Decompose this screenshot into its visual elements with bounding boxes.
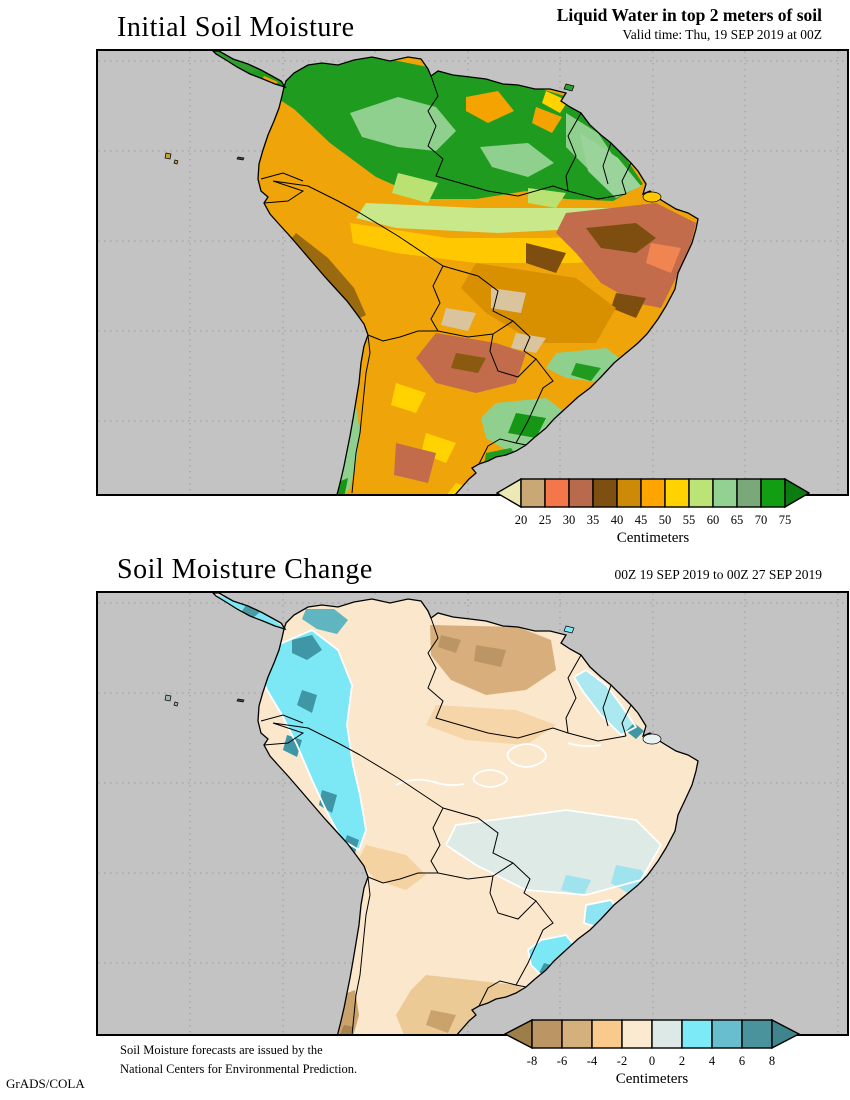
soil-moisture-change-map — [96, 591, 849, 1036]
colorbar-cell — [544, 478, 570, 508]
colorbar-tick-label: 40 — [611, 513, 624, 527]
colorbar-cell — [640, 478, 666, 508]
colorbar-tick-label: -4 — [587, 1054, 598, 1068]
colorbar-right-arrow — [771, 1019, 800, 1050]
colorbar-cell — [592, 478, 618, 508]
footer-note-line2: National Centers for Environmental Predi… — [120, 1062, 358, 1076]
footer-note-line1: Soil Moisture forecasts are issued by th… — [120, 1043, 323, 1057]
colorbar-cell — [651, 1019, 683, 1049]
colorbar-left-arrow — [504, 1019, 533, 1050]
bottom-colorbar: -8 -6 -4 -2 0 2 4 6 8 Centimeters — [504, 1019, 800, 1087]
colorbar-tick-label: 35 — [587, 513, 600, 527]
colorbar-cell — [741, 1019, 773, 1049]
colorbar-cell — [616, 478, 642, 508]
colorbar-tick-label: 45 — [635, 513, 648, 527]
colorbar-tick-label: 60 — [707, 513, 720, 527]
colorbar-left-arrow — [496, 478, 522, 509]
colorbar-tick-label: -6 — [557, 1054, 567, 1068]
colorbar-tick-label: 6 — [739, 1054, 745, 1068]
colorbar-cell — [568, 478, 594, 508]
colorbar-tick-label: -8 — [527, 1054, 537, 1068]
colorbar-tick-label: 50 — [659, 513, 672, 527]
colorbar-tick-label: 55 — [683, 513, 696, 527]
colorbar-cell — [531, 1019, 563, 1049]
colorbar-cell — [664, 478, 690, 508]
colorbar-cell — [736, 478, 762, 508]
colorbar-tick-label: 8 — [769, 1054, 775, 1068]
colorbar-tick-label: 75 — [779, 513, 792, 527]
soil-moisture-shading — [248, 55, 696, 494]
colorbar-tick-label: -2 — [617, 1054, 627, 1068]
grads-credit: GrADS/COLA — [6, 1076, 85, 1091]
colorbar-tick-label: 20 — [515, 513, 528, 527]
colorbar-cell — [681, 1019, 713, 1049]
colorbar-tick-label: 4 — [709, 1054, 716, 1068]
colorbar-unit-label: Centimeters — [617, 530, 690, 546]
colorbar-tick-label: 65 — [731, 513, 744, 527]
colorbar-tick-label: 70 — [755, 513, 768, 527]
top-map-valid-time: Valid time: Thu, 19 SEP 2019 at 00Z — [622, 27, 823, 42]
top-map-title: Initial Soil Moisture — [117, 12, 355, 43]
colorbar-cell — [688, 478, 714, 508]
colorbar-unit-label: Centimeters — [616, 1071, 689, 1087]
initial-soil-moisture-map — [96, 49, 849, 496]
colorbar-right-arrow — [784, 478, 810, 509]
top-map-svg — [98, 51, 847, 494]
top-colorbar: 20 25 30 35 40 45 50 55 60 65 70 75 Centimeters — [496, 478, 810, 546]
top-map-header-bold: Liquid Water in top 2 meters of soil — [556, 5, 822, 25]
bottom-map-title: Soil Moisture Change — [117, 554, 373, 585]
colorbar-cell — [591, 1019, 623, 1049]
colorbar-cell — [561, 1019, 593, 1049]
bottom-map-svg — [98, 593, 847, 1034]
colorbar-cell — [711, 1019, 743, 1049]
colorbar-tick-label: 0 — [649, 1054, 655, 1068]
colorbar-cell — [520, 478, 546, 508]
colorbar-cell — [712, 478, 738, 508]
colorbar-tick-label: 30 — [563, 513, 576, 527]
colorbar-cell — [760, 478, 786, 508]
bottom-map-date-range: 00Z 19 SEP 2019 to 00Z 27 SEP 2019 — [614, 567, 822, 582]
top-map-land — [213, 51, 698, 494]
colorbar-tick-label: 25 — [539, 513, 552, 527]
colorbar-tick-label: 2 — [679, 1054, 685, 1068]
colorbar-cell — [621, 1019, 653, 1049]
